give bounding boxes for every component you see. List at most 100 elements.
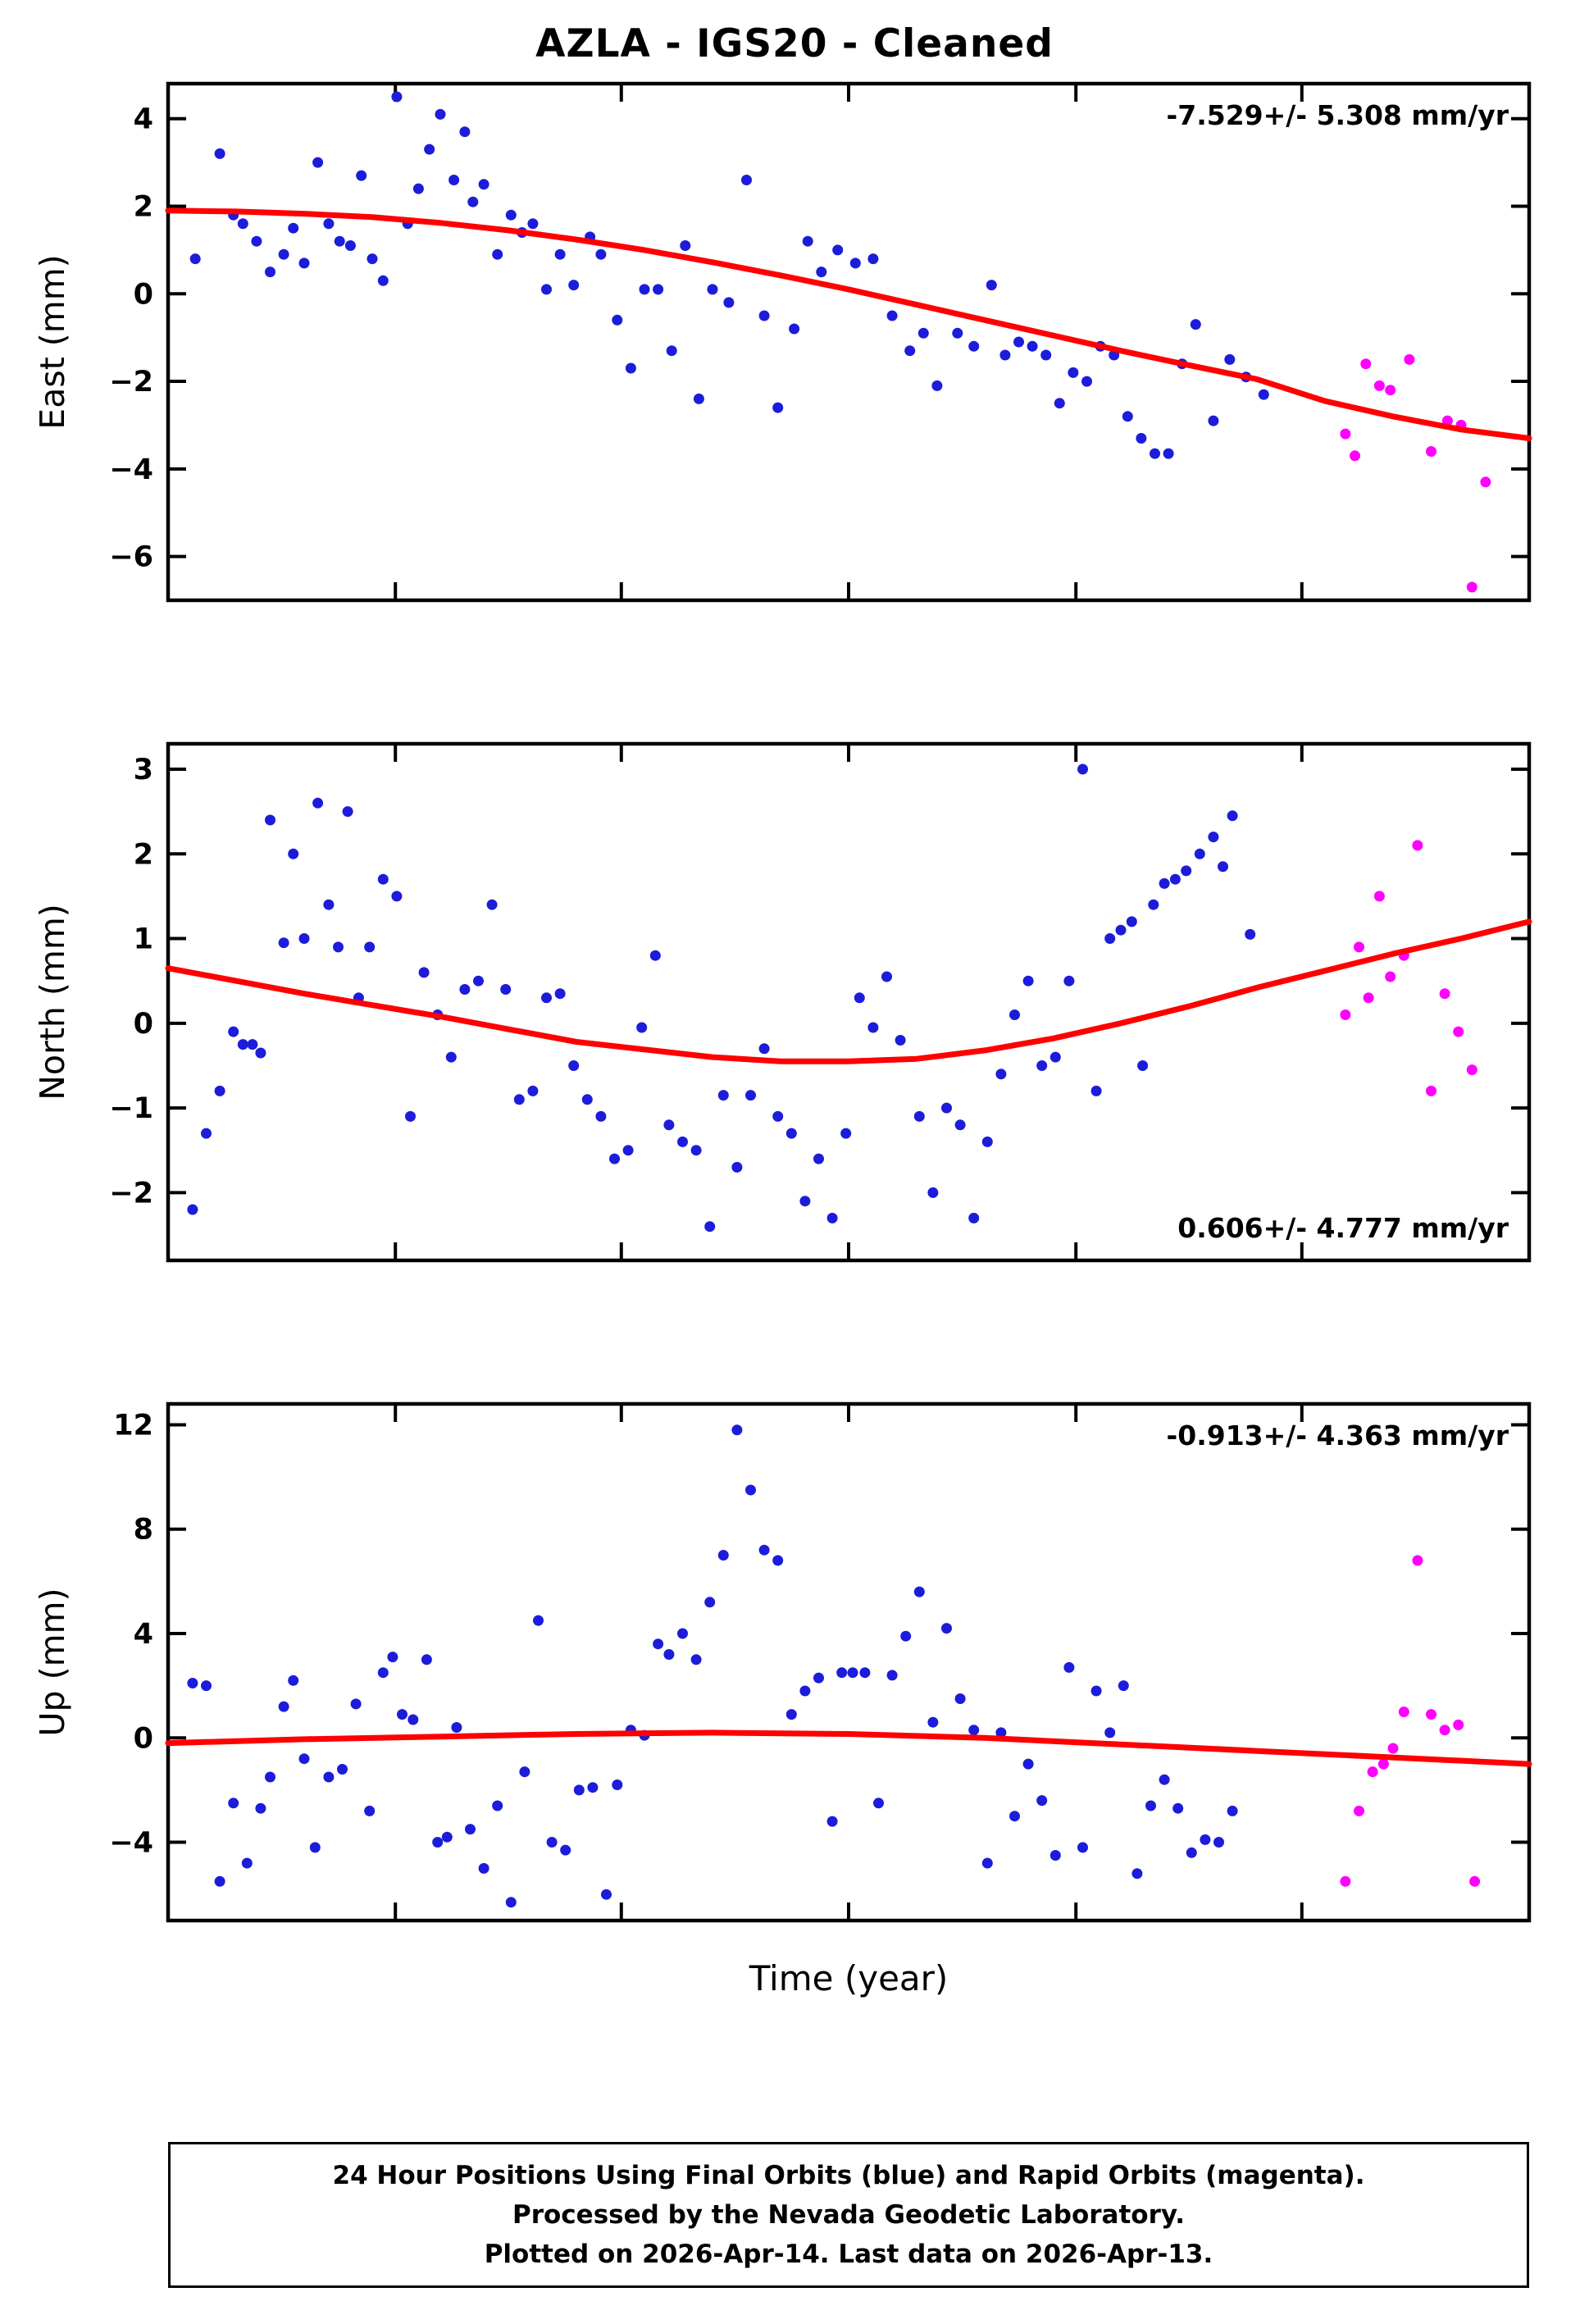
data-point (758, 310, 770, 321)
data-point (690, 1654, 702, 1666)
data-point (1009, 1811, 1020, 1822)
data-point (1426, 1085, 1436, 1096)
data-point (1373, 380, 1385, 391)
data-point (704, 1221, 716, 1233)
chart-up: 12 8 4 0 −4 Up (mm) -0.913+/- 4.363 mm/yr (33, 1401, 1532, 1923)
data-point (680, 240, 691, 251)
y-tick-label: 0 (134, 278, 153, 311)
data-point (241, 1857, 253, 1869)
data-point (636, 1022, 648, 1033)
trend-line (165, 207, 1532, 441)
data-point (717, 1550, 729, 1561)
data-point (1340, 428, 1351, 440)
data-point (1453, 1026, 1464, 1037)
data-point (649, 950, 661, 961)
data-point (412, 183, 424, 194)
data-point (663, 1119, 675, 1131)
data-point (1150, 448, 1160, 459)
data-point (312, 157, 324, 168)
data-point (1163, 448, 1174, 459)
scatter-rapid-orbits (1340, 840, 1477, 1096)
data-point (986, 280, 997, 291)
data-point (492, 1800, 503, 1811)
data-point (432, 1837, 444, 1848)
x-axis-ticks (166, 1404, 1531, 1921)
data-point (1439, 1725, 1450, 1736)
data-point (1385, 385, 1396, 396)
y-axis-ticks: 3 2 1 0 −1 −2 (109, 754, 1529, 1210)
data-point (377, 275, 389, 286)
data-point (573, 1784, 585, 1796)
data-point (1145, 1800, 1156, 1811)
rate-annotation: -7.529+/- 5.308 mm/yr (1167, 99, 1509, 131)
panel-up: 12 8 4 0 −4 Up (mm) -0.913+/- 4.363 mm/yr (0, 1396, 1589, 1937)
data-point (1190, 319, 1201, 330)
data-point (595, 1110, 607, 1122)
data-point (1063, 1661, 1075, 1673)
data-point (554, 988, 566, 1000)
data-point (337, 1764, 348, 1775)
data-point (954, 1693, 966, 1704)
data-point (405, 1110, 416, 1122)
data-point (1208, 832, 1219, 843)
y-tick-label: −2 (109, 366, 153, 399)
data-point (288, 848, 299, 859)
data-point (1258, 389, 1269, 400)
data-point (1218, 861, 1228, 873)
data-point (913, 1110, 925, 1122)
data-point (745, 1090, 756, 1101)
data-point (344, 240, 356, 251)
data-point (350, 1698, 362, 1710)
data-point (677, 1136, 688, 1147)
data-point (1227, 810, 1238, 822)
data-point (1036, 1060, 1048, 1071)
data-point (731, 1424, 743, 1436)
data-point (265, 814, 275, 826)
data-point (1426, 1709, 1436, 1720)
data-point (467, 196, 479, 207)
data-point (323, 899, 335, 910)
data-point (546, 1837, 558, 1848)
data-point (690, 1145, 702, 1156)
data-point (367, 253, 378, 265)
data-point (1148, 899, 1159, 910)
y-tick-label: 2 (134, 838, 153, 871)
data-point (1208, 415, 1219, 426)
data-point (612, 1779, 623, 1790)
data-point (609, 1153, 620, 1164)
data-point (1077, 763, 1088, 775)
data-point (1224, 353, 1236, 365)
data-point (1227, 1805, 1238, 1816)
footer-line: 24 Hour Positions Using Final Orbits (bl… (332, 2161, 1365, 2190)
plot-box (166, 741, 1532, 1263)
data-point (334, 235, 345, 247)
data-point (255, 1802, 266, 1814)
data-point (298, 257, 310, 269)
data-point (904, 345, 916, 357)
data-point (478, 179, 489, 190)
y-tick-label: 2 (134, 190, 153, 223)
data-point (1200, 1834, 1211, 1845)
data-point (265, 267, 275, 278)
data-point (1137, 1060, 1149, 1071)
data-point (473, 975, 484, 987)
data-point (1136, 433, 1147, 444)
data-point (214, 1085, 225, 1096)
data-point (435, 108, 446, 120)
data-point (278, 937, 289, 949)
data-point (881, 971, 892, 982)
data-point (424, 144, 435, 155)
data-point (278, 1701, 289, 1712)
data-point (758, 1544, 770, 1556)
data-point (995, 1069, 1007, 1080)
data-point (1404, 353, 1415, 365)
y-tick-label: −2 (109, 1177, 153, 1210)
data-point (298, 933, 310, 944)
x-axis-label: Time (year) (749, 1958, 949, 1998)
data-point (323, 218, 335, 230)
data-point (278, 248, 289, 260)
data-point (849, 257, 861, 269)
data-point (187, 1204, 198, 1215)
data-point (377, 1667, 389, 1679)
data-point (342, 806, 353, 818)
